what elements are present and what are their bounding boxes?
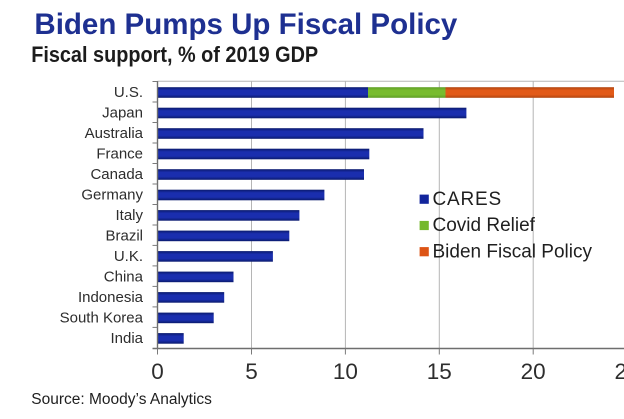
svg-text:Italy: Italy <box>115 207 143 224</box>
svg-text:France: France <box>96 146 143 163</box>
svg-text:U.S.: U.S. <box>114 84 143 101</box>
svg-text:China: China <box>104 269 144 286</box>
svg-text:Source: Moody’s Analytics: Source: Moody’s Analytics <box>31 391 212 408</box>
svg-text:India: India <box>110 330 143 347</box>
svg-text:10: 10 <box>333 359 358 384</box>
svg-text:South Korea: South Korea <box>60 310 144 327</box>
svg-text:Covid Relief: Covid Relief <box>433 215 536 236</box>
svg-text:15: 15 <box>427 359 452 384</box>
svg-text:CARES: CARES <box>433 189 502 210</box>
svg-text:Indonesia: Indonesia <box>78 289 144 306</box>
svg-text:Fiscal support, % of 2019 GDP: Fiscal support, % of 2019 GDP <box>31 42 318 67</box>
svg-text:Biden Fiscal Policy: Biden Fiscal Policy <box>433 241 593 262</box>
svg-text:Germany: Germany <box>81 187 143 204</box>
svg-text:Brazil: Brazil <box>105 228 143 245</box>
svg-text:Canada: Canada <box>90 166 143 183</box>
svg-text:Biden Pumps Up Fiscal Policy: Biden Pumps Up Fiscal Policy <box>34 8 458 41</box>
svg-text:U.K.: U.K. <box>114 248 143 265</box>
svg-text:5: 5 <box>245 359 258 384</box>
svg-text:25: 25 <box>614 359 624 384</box>
svg-text:Australia: Australia <box>85 125 144 142</box>
svg-text:20: 20 <box>521 359 546 384</box>
svg-text:Japan: Japan <box>102 105 143 122</box>
svg-text:0: 0 <box>151 359 164 384</box>
